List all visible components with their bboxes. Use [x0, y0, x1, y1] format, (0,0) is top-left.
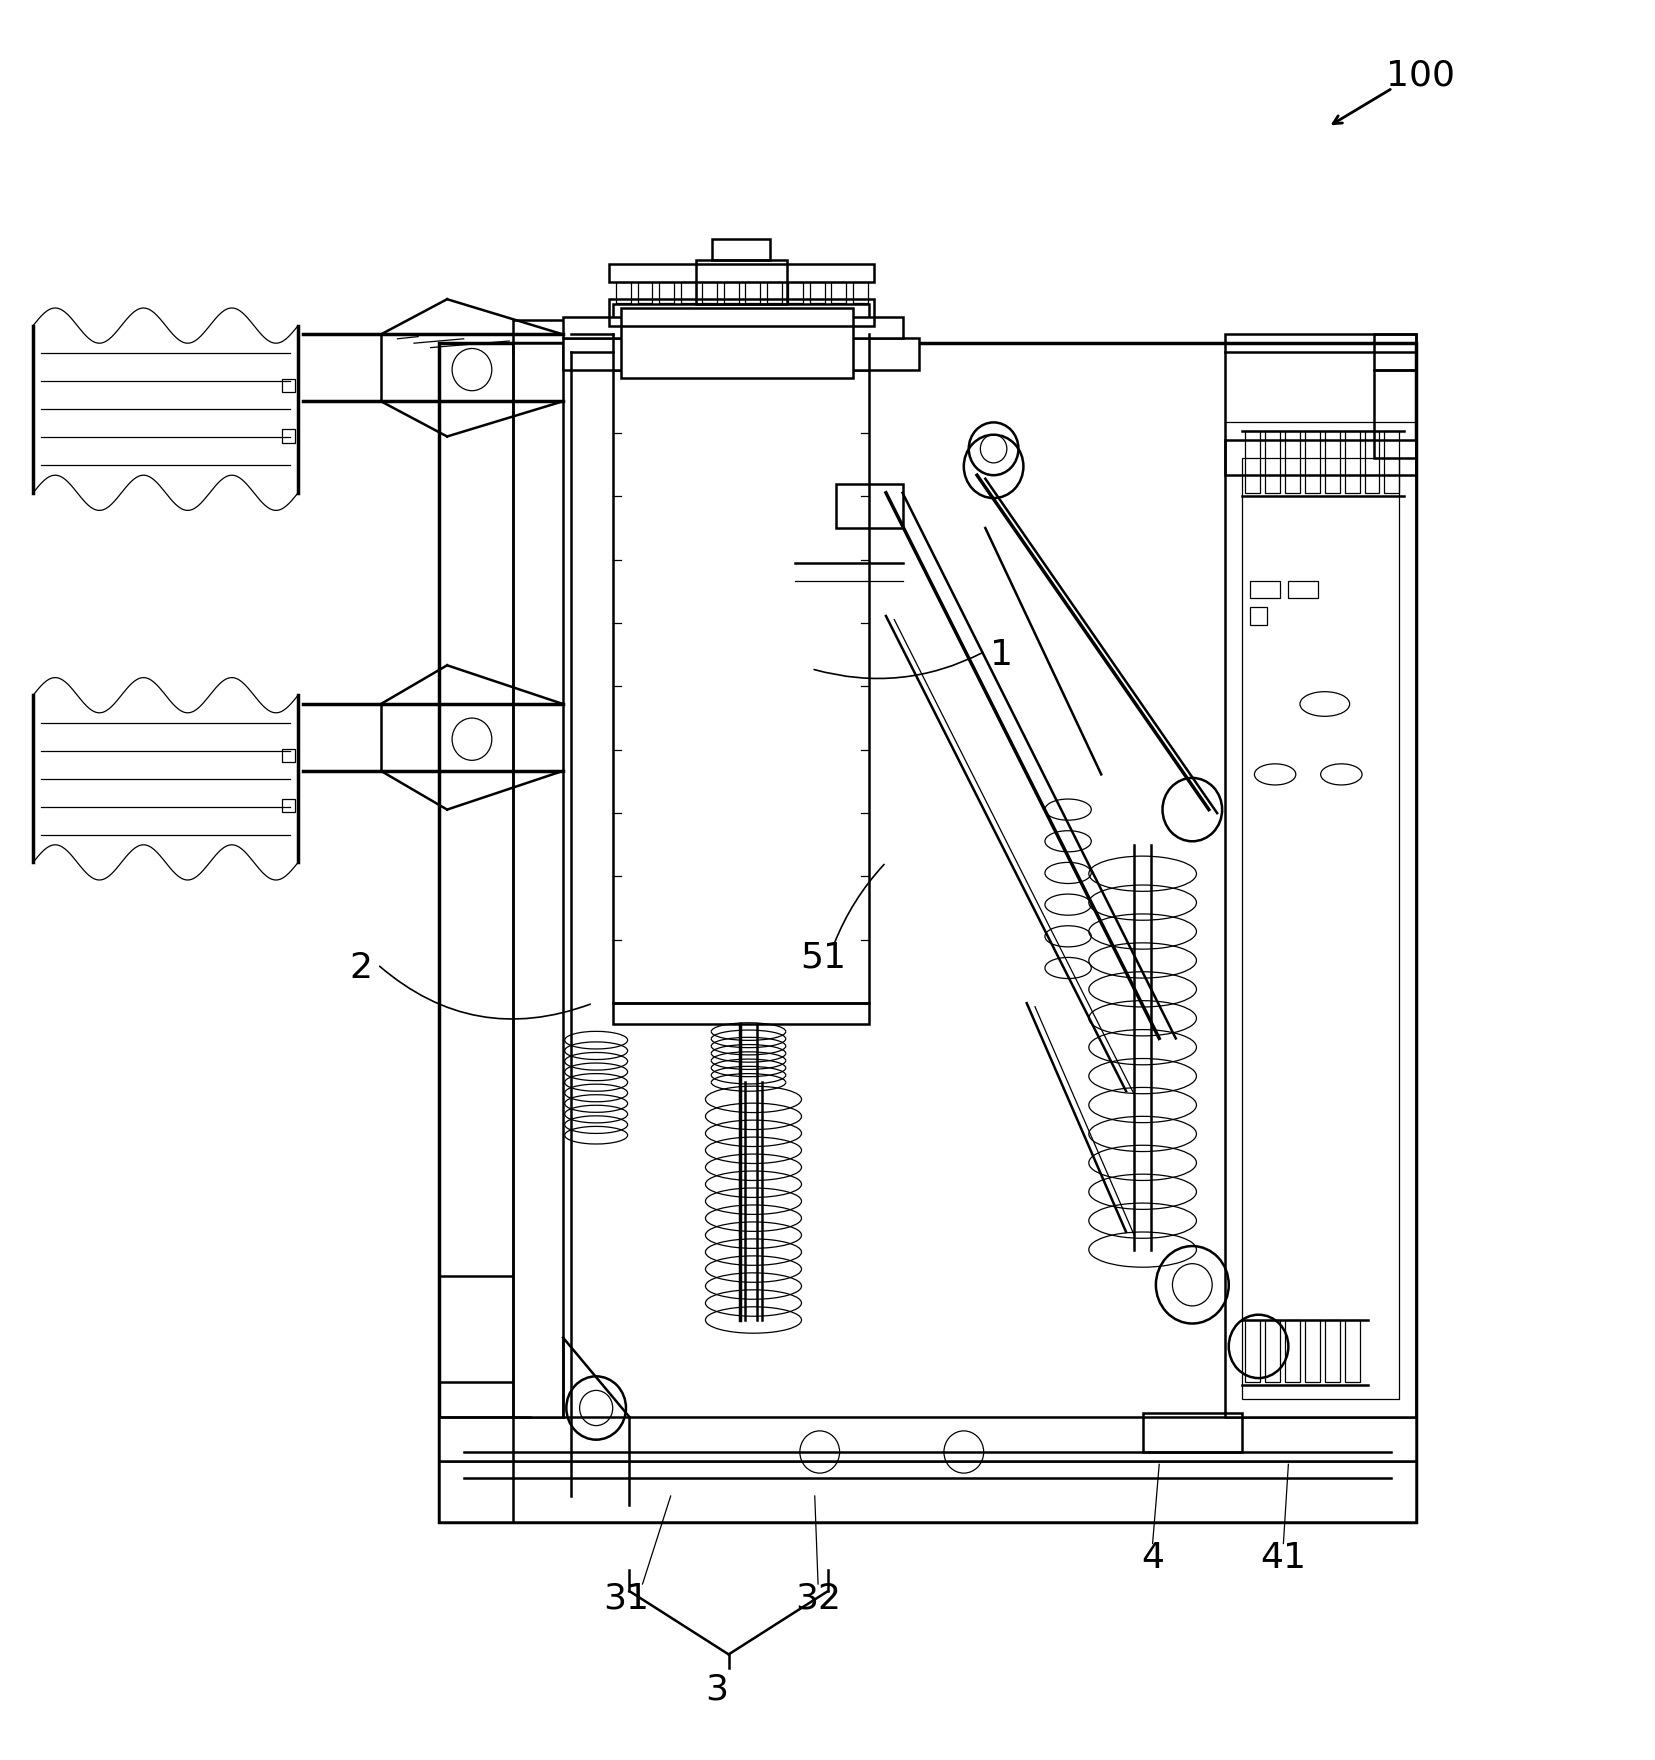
Text: 32: 32	[794, 1580, 841, 1616]
Bar	[612, 304, 869, 326]
Bar	[712, 239, 770, 260]
Text: 4: 4	[1140, 1540, 1163, 1575]
Bar	[439, 1461, 1415, 1522]
Bar	[609, 264, 874, 282]
Bar	[439, 1276, 521, 1382]
Bar	[831, 282, 846, 303]
Bar	[1264, 1320, 1279, 1382]
Bar	[609, 299, 874, 326]
Bar	[1225, 334, 1415, 475]
Bar	[836, 484, 902, 528]
Bar	[1344, 431, 1359, 493]
Bar	[1364, 431, 1379, 493]
Bar	[818, 326, 832, 370]
Bar	[695, 260, 786, 304]
Bar	[1142, 1413, 1241, 1452]
Bar	[1250, 581, 1279, 598]
Bar	[1284, 1320, 1299, 1382]
Bar	[1284, 431, 1299, 493]
Bar	[612, 370, 869, 1003]
Bar	[745, 282, 760, 303]
Bar	[281, 429, 295, 444]
Bar	[281, 799, 295, 813]
Bar	[612, 1003, 869, 1024]
Bar	[664, 326, 680, 370]
Bar	[1324, 431, 1339, 493]
Bar	[281, 748, 295, 762]
Bar	[1225, 440, 1415, 1417]
Bar	[839, 326, 854, 370]
Bar	[687, 326, 702, 370]
Bar	[439, 1417, 1415, 1461]
Bar	[513, 320, 844, 352]
Bar	[616, 282, 631, 303]
Polygon shape	[381, 299, 563, 436]
Bar	[637, 282, 652, 303]
Text: 41: 41	[1259, 1540, 1306, 1575]
Bar	[1344, 1320, 1359, 1382]
Bar	[1288, 581, 1317, 598]
Bar	[680, 282, 695, 303]
Bar	[642, 326, 657, 370]
Bar	[1324, 1320, 1339, 1382]
Bar	[513, 343, 563, 1417]
Bar	[794, 326, 811, 370]
Bar	[621, 326, 636, 370]
Bar	[1374, 334, 1415, 370]
Bar	[659, 282, 674, 303]
Bar	[852, 282, 867, 303]
Text: 3: 3	[705, 1672, 728, 1707]
Bar	[751, 326, 766, 370]
Bar	[1264, 431, 1279, 493]
Text: 1: 1	[990, 637, 1013, 672]
Bar	[1374, 370, 1415, 458]
Bar	[788, 282, 803, 303]
Bar	[708, 326, 723, 370]
Bar	[281, 378, 295, 392]
Bar	[730, 326, 745, 370]
Bar	[1250, 607, 1266, 625]
Bar	[439, 343, 1415, 1522]
Text: 2: 2	[349, 950, 372, 986]
Bar	[621, 308, 852, 378]
Text: 51: 51	[799, 940, 846, 975]
Bar	[809, 282, 824, 303]
Bar	[1384, 431, 1398, 493]
Bar	[723, 282, 738, 303]
Bar	[1304, 431, 1319, 493]
Bar	[773, 326, 789, 370]
Text: 31: 31	[602, 1580, 649, 1616]
Bar	[563, 338, 919, 370]
Bar	[1245, 431, 1259, 493]
Bar	[1304, 1320, 1319, 1382]
Bar	[1245, 1320, 1259, 1382]
Bar	[1241, 458, 1398, 1399]
Bar	[766, 282, 781, 303]
Text: 100: 100	[1385, 58, 1455, 93]
Bar	[702, 282, 717, 303]
Bar	[563, 317, 902, 338]
